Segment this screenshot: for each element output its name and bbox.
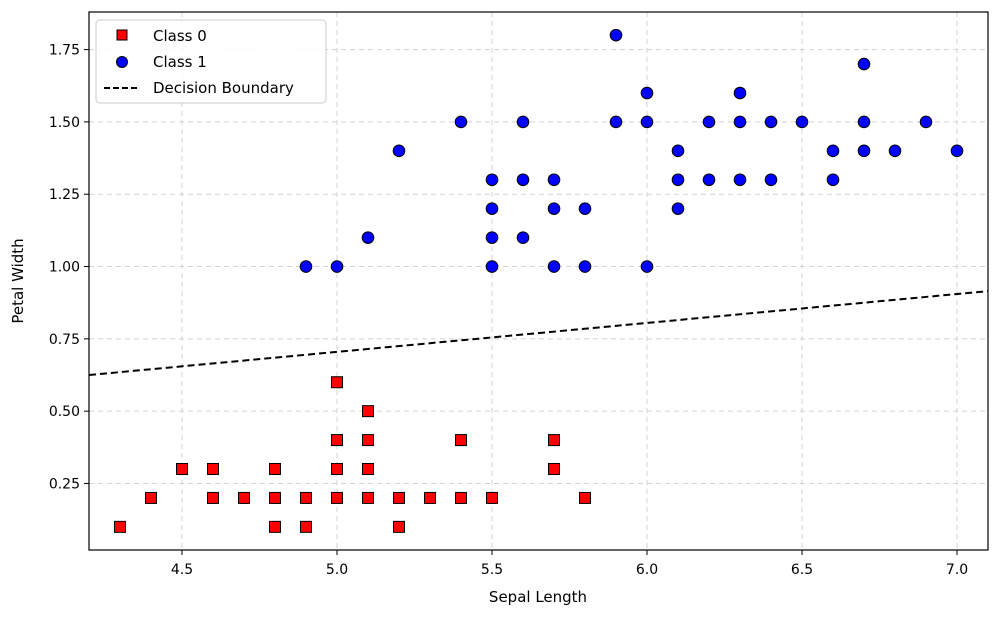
class-0-point	[548, 434, 560, 447]
y-tick-label: 1.00	[49, 260, 80, 276]
legend-boundary-label: Decision Boundary	[153, 79, 294, 97]
class-0-point	[331, 463, 343, 476]
class-0-point	[300, 520, 312, 533]
class-1-point	[733, 173, 747, 187]
legend-box	[95, 19, 327, 104]
class-1-point	[702, 115, 716, 129]
y-tick-label: 1.75	[49, 43, 80, 59]
class-1-point	[857, 144, 871, 158]
class-1-point	[578, 260, 592, 273]
y-tick-label: 0.50	[49, 404, 80, 420]
class-0-point	[269, 491, 281, 504]
class-0-point	[548, 463, 560, 476]
class-1-point	[640, 260, 654, 273]
class-0-point	[207, 491, 219, 504]
class-1-point	[826, 173, 840, 187]
y-tick-label: 1.25	[49, 187, 80, 203]
class-1-point	[640, 86, 654, 100]
class-1-point	[826, 144, 840, 158]
x-tick-label: 7.0	[946, 562, 968, 578]
class-1-point	[330, 260, 344, 273]
class-1-point	[888, 144, 902, 158]
class-1-point	[857, 57, 871, 71]
class-1-point	[578, 202, 592, 215]
class-1-point	[671, 144, 685, 158]
class-1-point	[547, 173, 561, 187]
class-0-point	[579, 491, 591, 504]
grid	[89, 12, 988, 550]
class-0-point	[331, 376, 343, 389]
class-1-point	[671, 202, 685, 215]
y-axis-title: Petal Width	[9, 238, 27, 323]
plot-frame	[88, 11, 989, 551]
legend-class1-marker	[116, 56, 128, 68]
class-1-point	[609, 28, 623, 42]
class-1-point	[950, 144, 964, 158]
axis-ticks: 4.5 5.0 5.5 6.0 6.5 7.0 0.25 0.50 0.75 1.00 1.25 1.…	[49, 43, 968, 578]
class-1-point	[485, 202, 499, 215]
class-0-point	[207, 463, 219, 476]
legend-class1-label: Class 1	[153, 53, 207, 71]
class-1-point	[485, 231, 499, 244]
class-1-point	[361, 231, 375, 244]
class-0-point	[331, 491, 343, 504]
class-1-point	[516, 115, 530, 129]
class-1-point	[516, 231, 530, 244]
y-tick-label: 0.25	[49, 476, 80, 492]
legend: Class 0 Class 1 Decision Boundary	[95, 19, 327, 104]
class-1-point	[857, 115, 871, 129]
class-0-point	[269, 463, 281, 476]
class-1-point	[795, 115, 809, 129]
x-tick-label: 6.0	[636, 562, 658, 578]
legend-class0-label: Class 0	[153, 27, 207, 45]
decision-boundary-line	[88, 290, 989, 377]
class-0-point	[393, 491, 405, 504]
class-0-point	[455, 434, 467, 447]
class-0-point	[176, 463, 188, 476]
class-1-point	[640, 115, 654, 129]
class-1-point	[454, 115, 468, 129]
class-0-point	[393, 520, 405, 533]
x-tick-label: 5.0	[326, 562, 348, 578]
class-1-point	[485, 173, 499, 187]
class-0-point	[362, 491, 374, 504]
class-1-point	[764, 173, 778, 187]
class-0-point	[331, 434, 343, 447]
class-0-point	[362, 463, 374, 476]
class-1-point	[547, 260, 561, 273]
class-1-point	[733, 86, 747, 100]
x-tick-label: 5.5	[481, 562, 503, 578]
class-1-point	[299, 260, 313, 273]
class-0-point	[269, 520, 281, 533]
x-tick-label: 4.5	[171, 562, 193, 578]
decision-boundary-layer	[88, 290, 989, 377]
class-0-point	[362, 434, 374, 447]
legend-class0-marker	[116, 29, 128, 41]
x-tick-label: 6.5	[791, 562, 813, 578]
class-1-point	[733, 115, 747, 129]
class-0-point	[424, 491, 436, 504]
class-0-point	[238, 491, 250, 504]
class-1-point	[764, 115, 778, 129]
class-1-point	[392, 144, 406, 158]
class-0-point	[362, 405, 374, 418]
class-1-point	[547, 202, 561, 215]
class-1-point	[609, 115, 623, 129]
class-0-point	[300, 491, 312, 504]
class-0-point	[114, 520, 126, 533]
class-0-point	[455, 491, 467, 504]
class-0-point	[145, 491, 157, 504]
class-1-point	[671, 173, 685, 187]
y-tick-label: 0.75	[49, 332, 80, 348]
class-1-point	[919, 115, 933, 129]
y-tick-label: 1.50	[49, 115, 80, 131]
class-1-point	[516, 173, 530, 187]
class-1-point	[485, 260, 499, 273]
x-axis-title: Sepal Length	[489, 588, 587, 606]
class-1-point	[702, 173, 716, 187]
data-points	[114, 28, 964, 533]
class-0-point	[486, 491, 498, 504]
